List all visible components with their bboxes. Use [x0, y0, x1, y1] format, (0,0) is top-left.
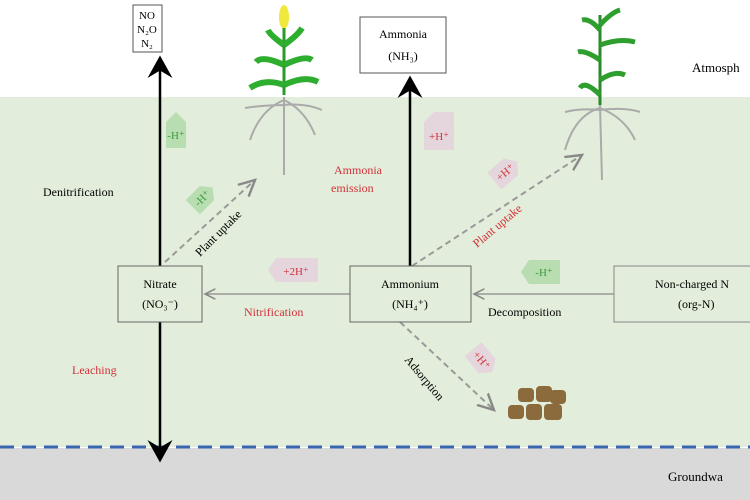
organic-n-box-formula: (org-N): [678, 297, 714, 311]
tag-text: +2H⁺: [283, 266, 309, 278]
tag-emission: +H⁺: [424, 112, 454, 150]
ammonia-box-formula: (NH₃): [388, 49, 418, 63]
nitrate-box: Nitrate (NO₃⁻): [117, 265, 203, 323]
ammonia-box-title: Ammonia: [379, 27, 428, 41]
tag-text: -H⁺: [535, 267, 553, 279]
plant-uptake-nitrate-arrow: [164, 180, 255, 263]
tag-decomposition: -H⁺: [521, 260, 560, 284]
ammonia-box: Ammonia (NH₃): [359, 16, 447, 74]
tag-uptake-ammonium: +H⁺: [487, 158, 519, 190]
soil-aggregate-icon: [508, 386, 566, 420]
tag-denitrification: -H⁺: [166, 112, 186, 148]
atmosphere-label: Atmosph: [692, 60, 740, 75]
ammonia-emission-label-1: Ammonia: [334, 163, 383, 177]
tag-text: -H⁺: [167, 130, 185, 142]
adsorption-arrow: [399, 321, 494, 410]
nitrate-box-formula: (NO₃⁻): [142, 297, 178, 311]
soil-zone: [0, 97, 750, 447]
tag-uptake-nitrate: -H⁺: [185, 185, 215, 215]
ammonium-box-formula: (NH₄⁺): [392, 297, 428, 311]
nitrate-box-title: Nitrate: [143, 277, 176, 291]
tag-nitrification: +2H⁺: [268, 258, 318, 282]
ammonium-box-title: Ammonium: [381, 277, 440, 291]
ammonium-box: Ammonium (NH₄⁺): [349, 265, 472, 323]
plant-icon-right: [564, 7, 641, 181]
plant-icon-left: [244, 5, 323, 175]
nitrification-label: Nitrification: [244, 305, 303, 319]
groundwater-zone: [0, 448, 750, 500]
no-label: NO: [139, 10, 155, 22]
tag-adsorption: +H⁺: [464, 342, 496, 374]
groundwater-label: Groundwa: [668, 469, 723, 484]
leaching-label: Leaching: [72, 363, 117, 377]
gases-box: NO N₂O N₂: [132, 4, 163, 53]
plant-uptake-ammonium-arrow: [411, 155, 582, 267]
organic-n-box-title: Non-charged N: [655, 277, 729, 291]
ammonia-emission-label-2: emission: [331, 181, 374, 195]
n2-label: N₂: [141, 38, 153, 50]
denitrification-label: Denitrification: [43, 185, 114, 199]
organic-n-box: Non-charged N (org-N): [613, 265, 750, 323]
n2o-label: N₂O: [137, 24, 157, 36]
decomposition-label: Decomposition: [488, 305, 561, 319]
tag-text: +H⁺: [429, 131, 449, 143]
